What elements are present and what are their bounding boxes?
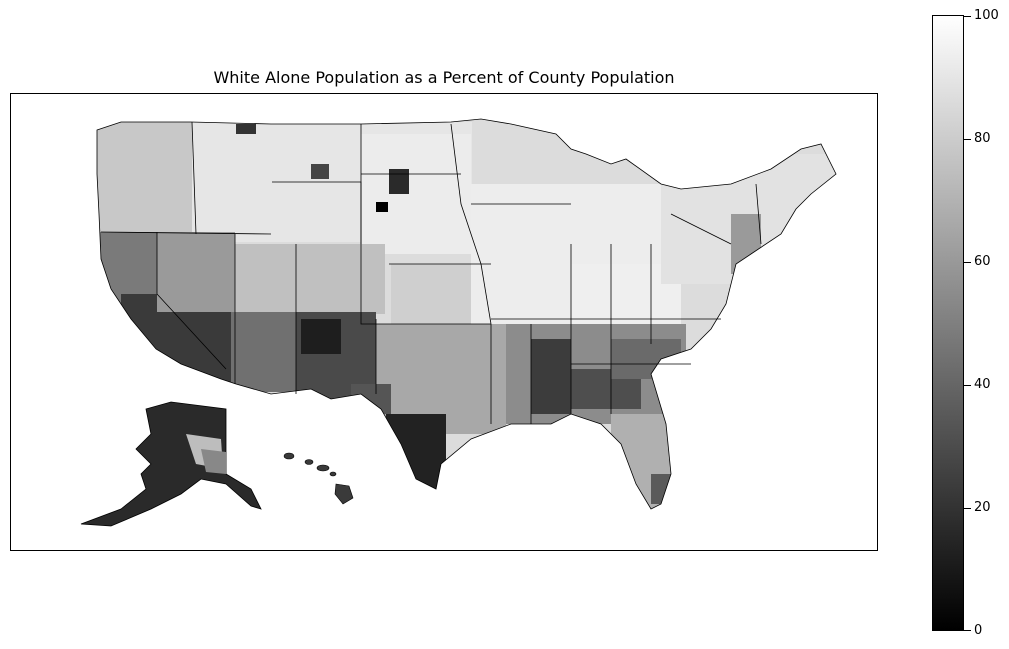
hawaii-inset (283, 452, 354, 505)
map-title: White Alone Population as a Percent of C… (213, 68, 675, 87)
us-county-choropleth (80, 118, 837, 527)
colorbar-tick-label: 0 (974, 623, 983, 638)
state-boundaries (96, 118, 837, 510)
colorbar-tick-label: 60 (974, 254, 991, 269)
colorbar-tick (964, 630, 971, 631)
colorbar-tick (964, 262, 971, 263)
map-frame (10, 93, 878, 551)
colorbar-tick-label: 20 (974, 500, 991, 515)
colorbar-tick-label: 80 (974, 131, 991, 146)
colorbar-tick (964, 139, 971, 140)
alaska-inset (80, 401, 262, 527)
colorbar-tick (964, 508, 971, 509)
colorbar-tick-label: 100 (974, 8, 999, 23)
colorbar-tick (964, 385, 971, 386)
colorbar (932, 15, 964, 631)
colorbar-tick-label: 40 (974, 377, 991, 392)
colorbar-tick (964, 16, 971, 17)
